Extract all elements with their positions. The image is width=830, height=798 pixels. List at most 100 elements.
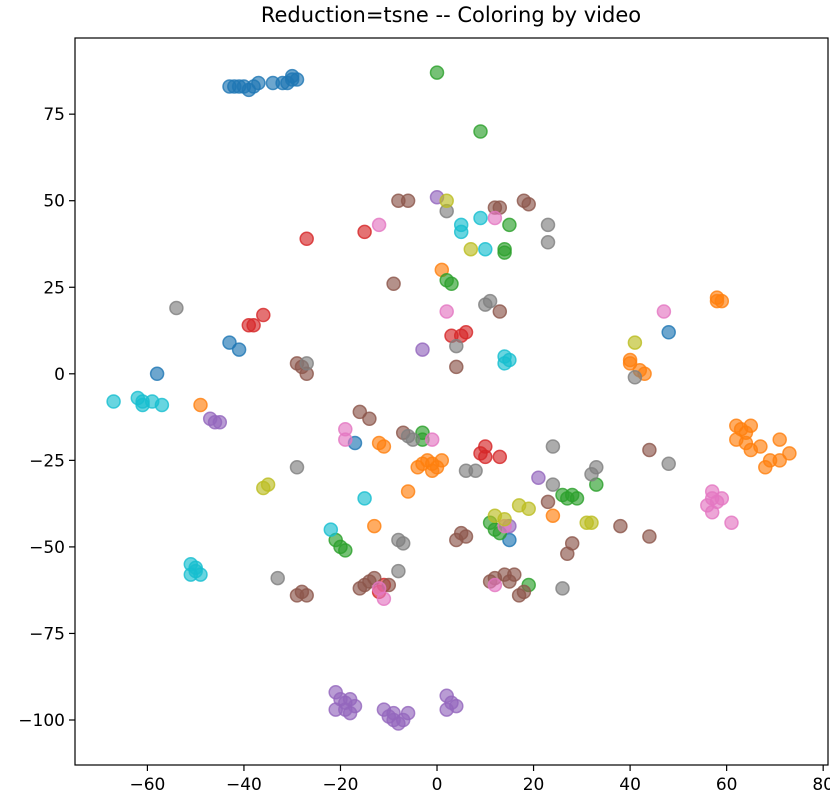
scatter-point — [386, 705, 401, 721]
y-tick-label: −75 — [29, 624, 65, 644]
scatter-point — [714, 293, 730, 309]
scatter-point — [439, 304, 454, 319]
scatter-point — [772, 432, 787, 447]
scatter-point — [376, 439, 392, 454]
scatter-point — [241, 318, 257, 333]
scatter-point — [289, 460, 305, 475]
scatter-point — [386, 276, 401, 292]
scatter-point — [758, 460, 773, 475]
scatter-point — [613, 518, 628, 534]
scatter-point — [405, 432, 421, 447]
scatter-point — [656, 304, 672, 319]
scatter-point — [497, 511, 512, 527]
scatter-point — [256, 307, 271, 323]
scatter-point — [135, 394, 150, 409]
scatter-point — [473, 124, 488, 139]
scatter-point — [400, 705, 416, 721]
axes: −60 −40 −20 0 20 40 60 80 75 50 25 0 −25 −50 −75 −100 — [18, 37, 830, 795]
scatter-point — [449, 338, 464, 354]
scatter-point — [367, 518, 382, 534]
scatter-point — [391, 532, 406, 548]
scatter-point — [642, 442, 657, 458]
scatter-point — [714, 491, 730, 506]
scatter-point — [502, 532, 517, 548]
scatter-point — [338, 432, 353, 447]
scatter-point — [289, 588, 305, 603]
scatter-point — [724, 515, 739, 530]
scatter-point — [449, 359, 464, 375]
scatter-point — [415, 342, 430, 357]
scatter-point — [362, 411, 377, 427]
scatter-point — [352, 404, 368, 420]
scatter-point — [371, 217, 387, 233]
scatter-point — [482, 293, 498, 309]
y-tick-label: 50 — [43, 192, 65, 212]
scatter-point — [560, 546, 575, 562]
y-tick-label: 0 — [54, 365, 65, 385]
scatter-point — [531, 470, 546, 485]
scatter-point — [478, 241, 493, 257]
scatter-point — [357, 491, 372, 506]
scatter-point — [439, 193, 454, 208]
scatter-point — [502, 217, 517, 233]
scatter-point — [782, 446, 797, 461]
chart-title: Reduction=tsne -- Coloring by video — [261, 3, 641, 27]
scatter-point — [323, 522, 339, 537]
scatter-point — [212, 415, 228, 430]
scatter-point — [352, 581, 368, 596]
scatter-point — [468, 463, 483, 478]
scatter-point — [463, 241, 479, 257]
scatter-point — [154, 397, 170, 413]
scatter-point — [569, 491, 585, 506]
y-tick-label: −100 — [18, 711, 65, 731]
scatter-point — [642, 529, 657, 544]
x-tick-label: −40 — [226, 775, 262, 795]
scatter-point — [516, 584, 532, 600]
scatter-point — [106, 394, 121, 409]
scatter-point — [521, 501, 536, 517]
scatter-point — [376, 591, 392, 607]
scatter-point — [661, 456, 676, 472]
plot-frame — [74, 37, 829, 766]
scatter-point — [555, 581, 570, 596]
scatter-point — [753, 439, 768, 454]
scatter-point — [521, 196, 536, 212]
scatter-point — [453, 224, 469, 240]
scatter-point — [502, 352, 517, 368]
scatter-point — [545, 508, 561, 523]
scatter-point — [328, 702, 343, 717]
scatter-point — [424, 432, 440, 447]
scatter-point — [545, 477, 561, 492]
scatter-point — [434, 453, 450, 468]
scatter-point — [661, 325, 676, 340]
scatter-point — [169, 300, 184, 316]
scatter-point — [183, 567, 199, 582]
scatter-point — [540, 494, 556, 510]
scatter-point — [627, 370, 643, 385]
scatter-point — [487, 577, 503, 593]
scatter-point — [338, 543, 353, 558]
scatter-point — [231, 342, 247, 357]
y-tick-label: −50 — [29, 538, 65, 558]
scatter-point — [149, 366, 165, 382]
scatter-point — [299, 356, 314, 371]
scatter-point — [251, 75, 266, 91]
scatter-point — [444, 276, 459, 292]
scatter-point — [260, 477, 276, 492]
scatter-point — [478, 449, 493, 465]
scatter-point — [299, 231, 314, 247]
scatter-point — [540, 235, 556, 250]
scatter-point — [193, 397, 208, 413]
scatter-point — [622, 356, 638, 371]
scatter-point — [540, 217, 556, 233]
scatter-point — [222, 335, 237, 350]
scatter-point — [391, 563, 406, 579]
scatter-point — [743, 418, 759, 433]
scatter-point — [342, 705, 358, 721]
scatter-point — [270, 570, 285, 586]
x-tick-label: −60 — [129, 775, 165, 795]
scatter-point — [627, 335, 643, 350]
x-tick-label: 20 — [523, 775, 545, 795]
scatter-point — [584, 466, 599, 482]
